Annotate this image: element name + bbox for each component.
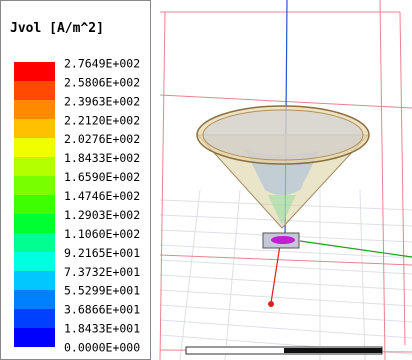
legend-label: 1.6590E+002 [64,170,140,184]
swatch [14,176,55,195]
legend-label: 3.6866E+001 [64,303,140,317]
swatch [14,309,55,328]
legend-label: 2.5806E+002 [64,75,140,89]
screenshot: Jvol [A/m^2] 2.7649E+002 2.5806E+002 2.396… [0,0,412,360]
legend-label: 9.2165E+001 [64,246,140,260]
swatch [14,81,55,100]
legend-label: 2.2120E+002 [64,113,140,127]
legend-label: 0.0000E+000 [64,341,140,355]
swatch [14,214,55,233]
swatch [14,100,55,119]
swatch [14,271,55,290]
legend-label: 2.7649E+002 [64,57,140,71]
swatch [14,138,55,157]
legend-label: 5.5299E+001 [64,284,140,298]
legend-label: 7.3732E+001 [64,265,140,279]
swatch [14,119,55,138]
swatch [14,290,55,309]
swatch [14,195,55,214]
legend-label: 2.0276E+002 [64,132,140,146]
legend-label: 1.1060E+002 [64,227,140,241]
legend: Jvol [A/m^2] 2.7649E+002 2.5806E+002 2.396… [0,0,152,360]
swatch [14,233,55,252]
swatch [14,157,55,176]
cone-aperture [203,110,363,160]
swatch [14,62,55,81]
scale-bar [284,348,382,353]
legend-title: Jvol [A/m^2] [10,21,104,36]
legend-label: 2.3963E+002 [64,94,140,108]
legend-label: 1.2903E+002 [64,208,140,222]
swatch [14,252,55,271]
axis-tip [268,301,274,307]
legend-label: 1.8433E+002 [64,151,140,165]
feed-element [271,236,295,244]
swatch [14,328,55,347]
legend-label: 1.8433E+001 [64,322,140,336]
legend-label: 1.4746E+002 [64,189,140,203]
color-scale [14,62,55,347]
